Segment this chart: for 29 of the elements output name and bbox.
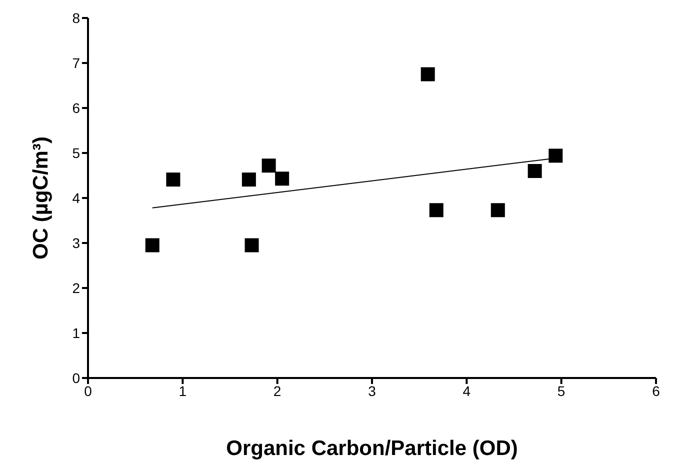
y-tick-label: 7 (72, 54, 80, 71)
point (244, 238, 259, 252)
point (262, 158, 276, 173)
y-tick-label: 3 (72, 234, 80, 251)
y-tick-label: 4 (72, 190, 80, 206)
x-tick-label: 1 (178, 382, 187, 399)
point (242, 172, 256, 187)
x-tick-label: 2 (273, 382, 282, 399)
x-tick-label: 4 (462, 382, 471, 399)
x-tick-label: 0 (84, 382, 92, 399)
point (275, 172, 290, 186)
y-tick-label: 1 (72, 324, 80, 341)
x-tick-label: 6 (652, 382, 660, 399)
point (145, 238, 160, 252)
point (548, 148, 563, 163)
x-axis-title: Organic Carbon/Particle (OD) (226, 436, 518, 460)
y-tick-label: 6 (72, 100, 80, 116)
point (166, 172, 180, 187)
point (490, 203, 505, 218)
y-axis-title: OC (µgC/m³) (29, 136, 52, 260)
x-tick-label: 5 (557, 382, 566, 399)
y-tick-label: 5 (72, 144, 80, 161)
x-tick-label: 3 (368, 382, 376, 399)
point (429, 203, 444, 218)
y-tick-label: 2 (72, 280, 80, 296)
y-tick-label: 0 (72, 370, 80, 386)
point (420, 67, 435, 82)
point (528, 164, 542, 178)
y-tick-label: 8 (72, 10, 80, 26)
